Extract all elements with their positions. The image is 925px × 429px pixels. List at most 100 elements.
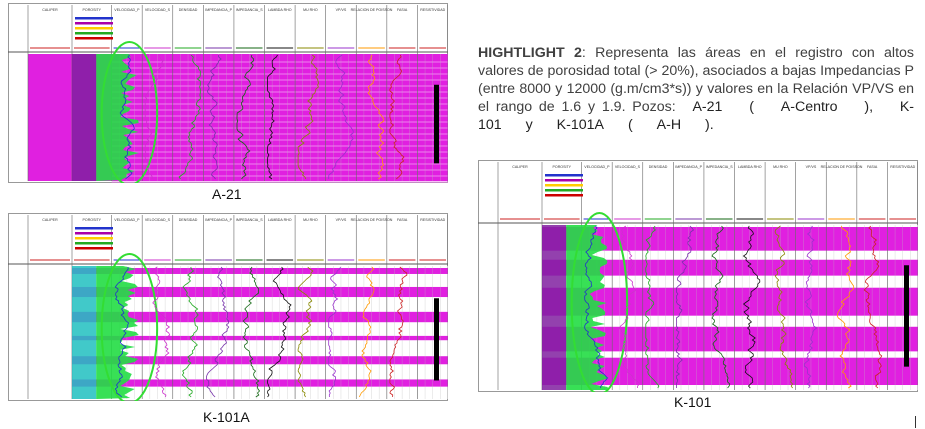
track-header: VELOCIDAD_S: [615, 165, 641, 169]
log-curve: [328, 266, 341, 398]
track-header: POROSITY: [553, 165, 572, 169]
track-header: IMPEDANCIA_P: [675, 165, 702, 169]
header-swatch: [75, 27, 113, 30]
facies-bar: [434, 84, 439, 164]
header-swatch: [75, 237, 113, 240]
highlight-body: : Representa las áreas en el registro co…: [478, 45, 914, 115]
track-header: LAMBDA RHO: [738, 165, 762, 169]
track-header: VELOCIDAD_S: [145, 8, 171, 12]
log-curve: [711, 225, 731, 389]
facies-bar: [434, 298, 439, 381]
highlight-ellipse: [570, 212, 629, 392]
track-header: LAMBDA RHO: [268, 218, 292, 222]
lithology-fill: [542, 225, 567, 390]
log-curve: [803, 225, 818, 389]
track-header: FASIA: [867, 165, 878, 169]
highlight-text: HIGHTLIGHT 2: Representa las áreas en el…: [478, 44, 914, 134]
facies-bar: [904, 265, 909, 367]
cursor-bar: [915, 416, 916, 428]
panel-caption: K-101: [674, 394, 712, 410]
magenta-band: [72, 335, 448, 341]
header-swatch: [75, 32, 113, 35]
track-header: MU RHO: [303, 218, 318, 222]
track-header: RESISTIVIDAD: [420, 218, 445, 222]
highlight-label: HIGHTLIGHT 2: [478, 45, 582, 61]
log-curve: [114, 266, 130, 398]
track-header: POROSITY: [83, 8, 102, 12]
log-curve: [297, 54, 319, 180]
track-header: RELACION DE POISSON: [351, 218, 393, 222]
log-curve: [389, 266, 408, 398]
well-log-panel: CALIPER POROSITY VELOCIDAD_P VELOCIDAD_S DEN…: [8, 213, 448, 401]
log-curve: [389, 54, 405, 180]
track-header: FASIA: [397, 8, 408, 12]
log-curve: [584, 225, 608, 389]
header-swatch: [75, 37, 113, 40]
magenta-band: [542, 227, 918, 251]
track-header: MU RHO: [303, 8, 318, 12]
log-curve: [297, 266, 314, 398]
track-header: VELOCIDAD_S: [145, 218, 171, 222]
track-header: VP/VS: [336, 8, 347, 12]
log-curve: [367, 54, 385, 180]
highlight-ellipse: [100, 41, 159, 183]
track-header: VELOCIDAD_P: [114, 218, 140, 222]
panel-caption: A-21: [212, 186, 242, 202]
header-swatch: [545, 189, 583, 192]
track-header: RELACION DE POISSON: [351, 8, 393, 12]
well-token: y: [525, 117, 533, 133]
track-header: IMPEDANCIA_P: [205, 218, 232, 222]
panel-caption: K-101A: [203, 409, 250, 425]
track-header: RELACION DE POISSON: [821, 165, 863, 169]
track-header: IMPEDANCIA_S: [236, 218, 263, 222]
porosity-fill: [96, 54, 139, 181]
track-header: IMPEDANCIA_S: [236, 8, 263, 12]
magenta-band: [72, 268, 448, 274]
track-header: IMPEDANCIA_P: [205, 8, 232, 12]
log-curve: [119, 54, 135, 180]
header-swatch: [545, 174, 583, 177]
track-header: DENSIDAD: [179, 218, 198, 222]
magenta-band: [72, 286, 448, 298]
well-token: K-101: [478, 99, 914, 133]
magenta-band: [72, 311, 448, 323]
header-swatch: [545, 184, 583, 187]
log-curve: [358, 266, 375, 398]
well-token: A-21: [692, 99, 723, 115]
log-curve: [144, 54, 165, 180]
magenta-band: [72, 379, 448, 387]
track-header: RESISTIVIDAD: [420, 8, 445, 12]
track-header: IMPEDANCIA_S: [706, 165, 733, 169]
log-curve: [267, 54, 278, 180]
well-token: ).: [705, 117, 714, 133]
well-token: (: [749, 99, 754, 115]
header-swatch: [75, 22, 113, 25]
lithology-fill: [72, 266, 97, 399]
well-token: A-Centro: [780, 99, 838, 115]
track-header: FASIA: [397, 218, 408, 222]
track-header: VP/VS: [336, 218, 347, 222]
track-header: POROSITY: [83, 218, 102, 222]
header-swatch: [75, 232, 113, 235]
log-curve: [675, 225, 695, 388]
track-header: LAMBDA RHO: [268, 8, 292, 12]
highlight-ellipse: [100, 253, 159, 401]
track-header: MU RHO: [773, 165, 788, 169]
magenta-band: [542, 259, 918, 276]
track-header: DENSIDAD: [179, 8, 198, 12]
header-swatch: [75, 247, 113, 250]
well-token: A-H: [656, 117, 682, 133]
porosity-fill: [566, 225, 609, 390]
log-curve: [206, 54, 222, 180]
header-swatch: [545, 179, 583, 182]
log-curve: [645, 225, 660, 389]
track-header: VP/VS: [806, 165, 817, 169]
log-curve: [205, 266, 230, 398]
well-log-panel: CALIPER POROSITY VELOCIDAD_P VELOCIDAD_S DEN…: [478, 160, 918, 392]
header-swatch: [75, 227, 113, 230]
well-token: ),: [864, 99, 874, 115]
log-curve: [836, 225, 855, 389]
track-header: CALIPER: [42, 218, 58, 222]
porosity-fill: [96, 266, 139, 399]
track-header: VELOCIDAD_P: [584, 165, 610, 169]
